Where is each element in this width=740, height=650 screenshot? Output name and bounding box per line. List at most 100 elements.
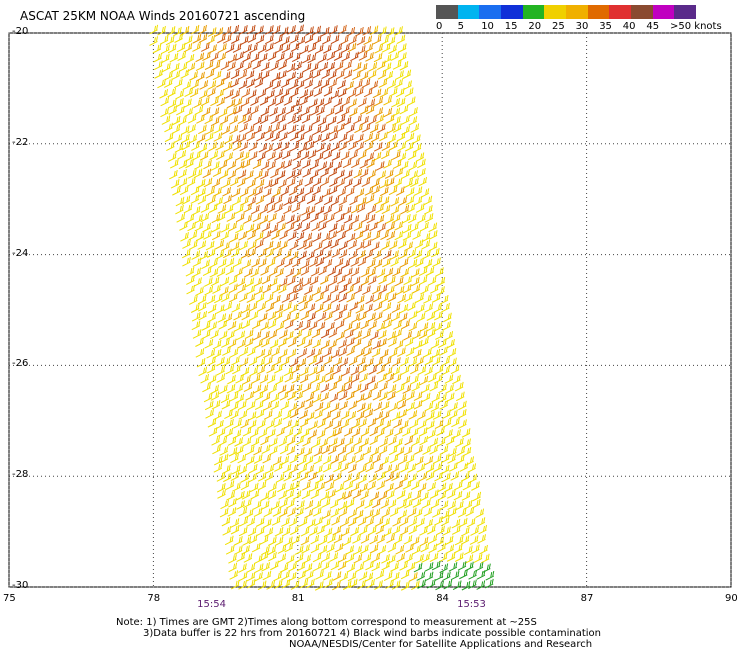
wind-barb bbox=[169, 52, 179, 63]
wind-barb bbox=[314, 44, 324, 55]
wind-barb bbox=[227, 338, 237, 349]
wind-barb bbox=[239, 240, 249, 251]
wind-barb bbox=[196, 114, 205, 124]
wind-barb bbox=[403, 330, 412, 341]
wind-barb bbox=[376, 268, 386, 278]
wind-barb bbox=[350, 267, 360, 277]
wind-barb bbox=[312, 69, 321, 79]
wind-barb bbox=[381, 43, 391, 53]
wind-barb bbox=[420, 221, 429, 232]
wind-barb bbox=[255, 526, 265, 537]
wind-barb bbox=[368, 473, 378, 483]
wind-barb bbox=[217, 313, 227, 323]
wind-barb bbox=[398, 312, 408, 323]
wind-barb bbox=[229, 283, 238, 294]
wind-barb bbox=[402, 69, 412, 80]
wind-barb bbox=[355, 240, 365, 251]
wind-barb bbox=[389, 507, 399, 517]
wind-barb bbox=[317, 311, 327, 322]
wind-barb bbox=[257, 419, 266, 429]
wind-barb bbox=[407, 150, 417, 161]
wind-barb bbox=[459, 462, 469, 472]
wind-barb bbox=[199, 80, 209, 90]
wind-barb bbox=[239, 122, 248, 133]
wind-barb bbox=[371, 347, 381, 358]
wind-barb bbox=[408, 517, 418, 527]
wind-barb bbox=[353, 221, 363, 232]
wind-barb bbox=[213, 410, 222, 421]
wind-barb bbox=[453, 543, 463, 554]
wind-barb bbox=[238, 410, 248, 420]
wind-barb bbox=[230, 471, 240, 481]
wind-barb bbox=[394, 480, 404, 490]
wind-barb bbox=[362, 285, 371, 295]
wind-barb bbox=[236, 277, 246, 287]
longitude-tick-label: 87 bbox=[580, 593, 594, 604]
wind-barb bbox=[316, 321, 326, 332]
wind-barb bbox=[414, 456, 424, 466]
wind-barb bbox=[241, 490, 251, 500]
wind-barb bbox=[392, 123, 402, 133]
wind-barb bbox=[321, 188, 331, 198]
wind-barb bbox=[428, 373, 437, 383]
wind-barb bbox=[296, 337, 306, 348]
wind-barb bbox=[232, 195, 242, 206]
wind-barb bbox=[255, 293, 265, 303]
wind-barb bbox=[336, 330, 345, 341]
wind-barb bbox=[321, 552, 331, 563]
wind-barb bbox=[412, 143, 422, 153]
wind-barb bbox=[229, 115, 238, 125]
wind-barb bbox=[257, 151, 266, 162]
wind-barb bbox=[225, 364, 235, 375]
wind-barb bbox=[247, 240, 257, 251]
wind-barb bbox=[268, 384, 278, 394]
wind-barb bbox=[401, 319, 410, 330]
wind-barb bbox=[423, 258, 433, 269]
wind-barb bbox=[419, 322, 429, 332]
wind-barb bbox=[380, 499, 390, 509]
wind-barb bbox=[149, 24, 159, 35]
wind-barb bbox=[350, 204, 360, 214]
longitude-tick-label: 90 bbox=[725, 593, 738, 604]
wind-barb bbox=[442, 526, 451, 536]
wind-barb bbox=[422, 445, 432, 456]
wind-barb bbox=[441, 302, 450, 313]
wind-barb bbox=[320, 561, 330, 571]
wind-barb bbox=[299, 89, 309, 99]
wind-barb bbox=[289, 88, 299, 98]
wind-barb bbox=[304, 71, 314, 81]
wind-barb bbox=[390, 205, 400, 216]
wind-barb bbox=[413, 391, 423, 401]
wind-barb bbox=[418, 266, 428, 276]
wind-barb bbox=[209, 258, 218, 268]
wind-barb bbox=[419, 435, 429, 446]
wind-barb bbox=[284, 319, 294, 330]
wind-barb bbox=[352, 62, 362, 72]
wind-barb bbox=[323, 258, 333, 269]
wind-barb bbox=[299, 418, 309, 428]
wind-barb bbox=[398, 239, 407, 249]
wind-barb bbox=[247, 346, 256, 357]
wind-barb bbox=[385, 114, 395, 124]
wind-barb bbox=[178, 159, 188, 170]
wind-barb bbox=[308, 366, 318, 376]
wind-barb bbox=[273, 571, 282, 582]
wind-barb bbox=[323, 239, 333, 250]
wind-barb bbox=[295, 133, 305, 143]
wind-barb bbox=[228, 497, 237, 508]
wind-barb bbox=[425, 411, 435, 421]
wind-barb bbox=[367, 417, 377, 428]
wind-barb bbox=[427, 328, 436, 338]
wind-barb bbox=[243, 214, 252, 224]
wind-barb bbox=[327, 115, 337, 126]
wind-barb bbox=[273, 249, 282, 259]
wind-barb bbox=[429, 445, 439, 455]
wind-barb bbox=[234, 383, 244, 394]
wind-barb bbox=[271, 72, 281, 82]
wind-barb bbox=[278, 348, 288, 359]
wind-barb bbox=[402, 480, 412, 490]
wind-barb bbox=[424, 366, 434, 376]
wind-barb bbox=[380, 293, 389, 304]
wind-barb bbox=[398, 454, 408, 465]
wind-barb bbox=[309, 420, 318, 431]
